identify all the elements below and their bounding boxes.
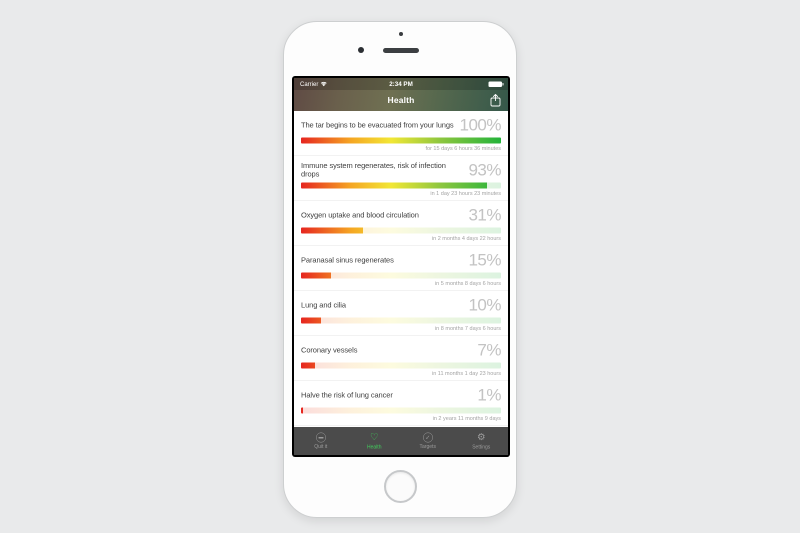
tab-label: Settings xyxy=(472,444,491,451)
item-percent: 93% xyxy=(468,160,501,180)
tab-label: Quit it xyxy=(314,444,328,450)
progress-track xyxy=(301,362,501,369)
item-title: The tar begins to be evacuated from your… xyxy=(301,120,454,130)
tab-targets[interactable]: ✓ Targets xyxy=(401,427,455,455)
health-item-row[interactable]: Immune system regenerates, risk of infec… xyxy=(294,156,508,201)
progress-fill xyxy=(301,227,363,234)
health-item-row[interactable]: Lung and cilia 10% in 8 months 7 days 6 … xyxy=(294,291,508,336)
progress-bar xyxy=(301,272,501,279)
item-eta: in 1 day 23 hours 23 minutes xyxy=(430,190,501,197)
item-percent: 1% xyxy=(477,385,501,405)
progress-fill xyxy=(301,317,321,324)
progress-track xyxy=(301,227,501,234)
progress-track xyxy=(301,272,501,279)
health-item-row[interactable]: The tar begins to be evacuated from your… xyxy=(294,111,508,156)
progress-bar xyxy=(301,362,501,369)
tab-label: Targets xyxy=(419,444,436,450)
item-eta: for 15 days 6 hours 36 minutes xyxy=(425,145,501,152)
clock: 2:34 PM xyxy=(389,80,413,88)
health-item-row[interactable]: Oxygen uptake and blood circulation 31% … xyxy=(294,201,508,246)
no-smoking-icon xyxy=(315,432,326,443)
item-percent: 10% xyxy=(468,295,501,315)
item-eta: in 11 months 1 day 23 hours xyxy=(432,370,501,377)
tab-quit-it[interactable]: Quit it xyxy=(294,427,348,455)
iphone-frame: Carrier 2:34 PM Health xyxy=(283,21,517,518)
progress-track xyxy=(301,407,501,414)
proximity-sensor xyxy=(399,32,403,36)
item-title: Paranasal sinus regenerates xyxy=(301,255,394,265)
item-eta: in 2 months 4 days 22 hours xyxy=(431,235,501,242)
share-icon xyxy=(490,94,501,107)
heart-icon: ♡ xyxy=(369,432,379,443)
progress-fill xyxy=(301,182,487,189)
item-percent: 15% xyxy=(468,250,501,270)
carrier-label: Carrier xyxy=(300,80,319,88)
progress-bar xyxy=(301,182,501,189)
item-percent: 100% xyxy=(459,115,502,135)
item-eta: in 2 years 11 months 9 days xyxy=(432,415,501,422)
progress-fill xyxy=(301,137,501,144)
health-item-row[interactable]: Coronary vessels 7% in 11 months 1 day 2… xyxy=(294,336,508,381)
health-progress-list: The tar begins to be evacuated from your… xyxy=(294,111,508,427)
progress-bar xyxy=(301,407,501,414)
progress-track xyxy=(301,317,501,324)
item-eta: in 5 months 8 days 6 hours xyxy=(434,280,501,287)
progress-bar xyxy=(301,137,501,144)
earpiece-speaker xyxy=(383,48,419,53)
health-item-row[interactable]: Paranasal sinus regenerates 15% in 5 mon… xyxy=(294,246,508,291)
progress-bar xyxy=(301,317,501,324)
share-button[interactable] xyxy=(488,93,503,108)
item-percent: 7% xyxy=(477,340,501,360)
item-title: Coronary vessels xyxy=(301,345,358,355)
checkmark-circle-icon: ✓ xyxy=(422,432,433,443)
navigation-bar: Health xyxy=(294,90,508,111)
item-title: Halve the risk of lung cancer xyxy=(301,390,393,400)
wifi-icon xyxy=(320,81,327,87)
progress-fill xyxy=(301,407,303,414)
item-eta: in 8 months 7 days 6 hours xyxy=(434,325,501,332)
phone-screen: Carrier 2:34 PM Health xyxy=(292,76,510,457)
item-title: Immune system regenerates, risk of infec… xyxy=(301,161,446,179)
tab-settings[interactable]: ⚙ Settings xyxy=(455,427,509,455)
tab-health[interactable]: ♡ Health xyxy=(348,427,402,455)
item-title: Oxygen uptake and blood circulation xyxy=(301,210,419,220)
progress-fill xyxy=(301,362,315,369)
item-title: Lung and cilia xyxy=(301,300,346,310)
progress-fill xyxy=(301,272,331,279)
top-bars: Carrier 2:34 PM Health xyxy=(294,78,508,111)
home-button[interactable] xyxy=(384,470,417,503)
battery-icon xyxy=(488,81,504,87)
page-title: Health xyxy=(387,95,415,106)
front-camera xyxy=(358,47,364,53)
status-bar: Carrier 2:34 PM xyxy=(294,78,508,90)
health-item-row[interactable]: Halve the risk of lung cancer 1% in 2 ye… xyxy=(294,381,508,426)
gear-icon: ⚙ xyxy=(476,432,486,443)
tab-label: Health xyxy=(367,444,382,451)
progress-bar xyxy=(301,227,501,234)
tab-bar: Quit it ♡ Health ✓ Targets ⚙ Settings xyxy=(294,427,508,455)
item-percent: 31% xyxy=(468,205,501,225)
